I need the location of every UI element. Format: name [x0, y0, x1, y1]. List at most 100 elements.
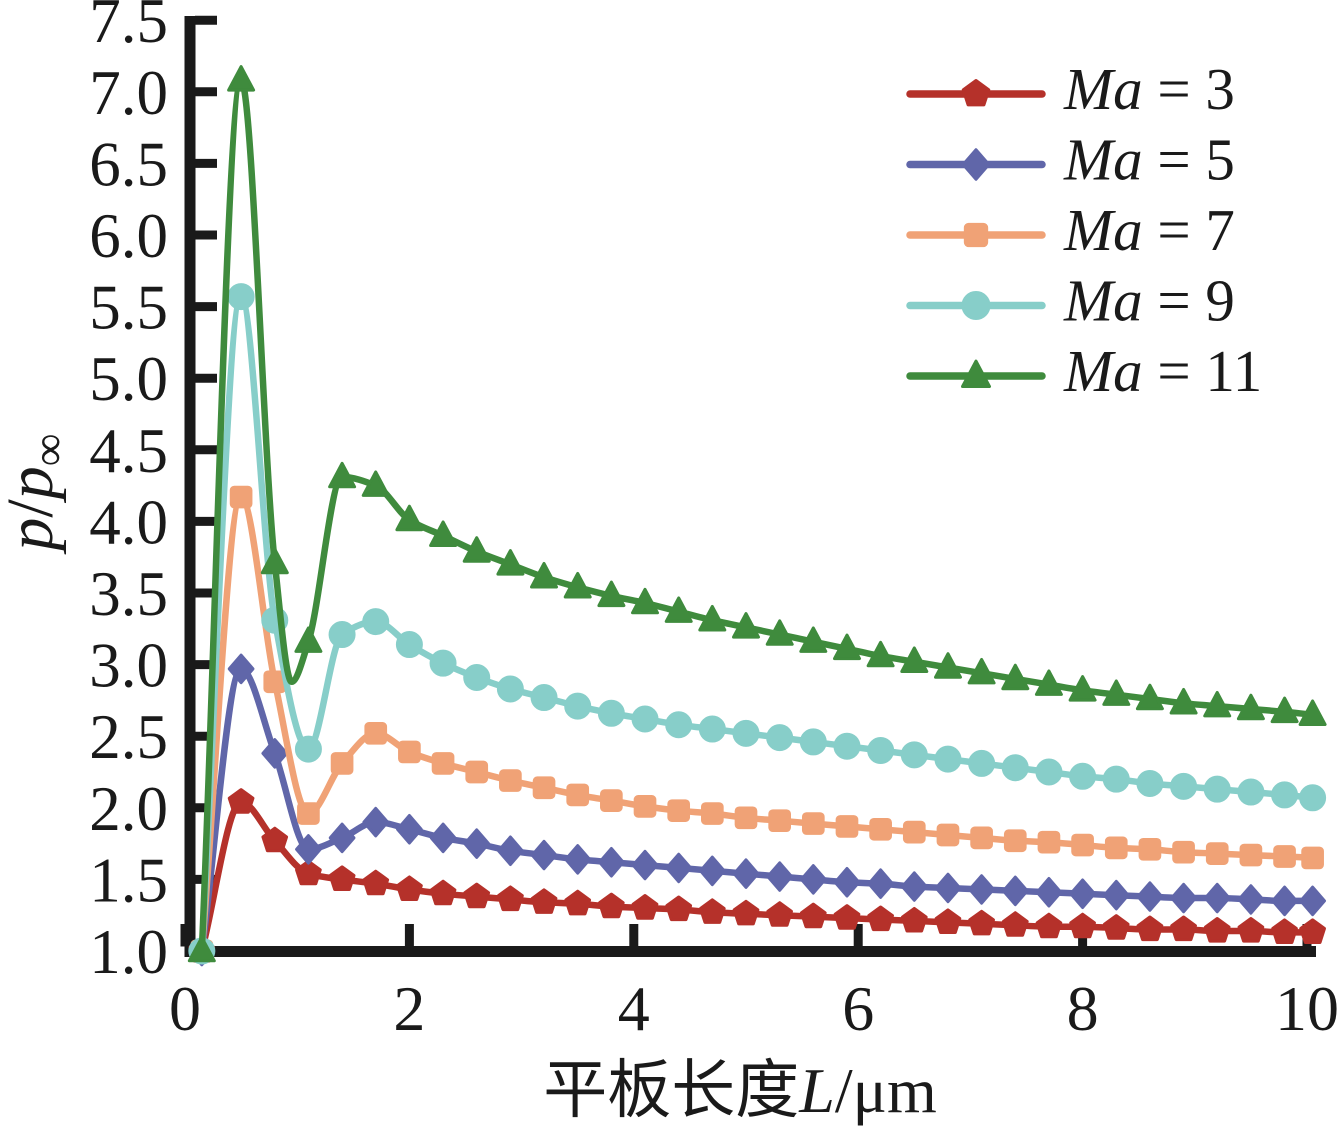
y-tick-label: 1.0: [89, 917, 168, 987]
legend-item-ma-9: Ma = 9: [906, 268, 1235, 334]
triangle-marker: [732, 612, 760, 639]
circle-marker: [968, 749, 996, 777]
series-markers-ma-5: [188, 653, 1326, 967]
square-marker: [600, 789, 623, 812]
pentagon-marker: [766, 901, 793, 927]
pentagon-marker: [1069, 912, 1096, 939]
triangle-marker: [1102, 679, 1131, 706]
y-tick-label: 7.0: [89, 58, 168, 128]
y-tick-label: 3.0: [89, 631, 168, 701]
legend: Ma = 3Ma = 5Ma = 7Ma = 9Ma = 11: [906, 56, 1262, 404]
diamond-marker: [732, 858, 760, 889]
circle-marker: [530, 684, 558, 712]
square-marker: [902, 820, 926, 844]
legend-circle-marker: [961, 291, 991, 320]
square-marker: [801, 812, 825, 835]
circle-marker: [362, 608, 390, 636]
circle-marker: [1203, 775, 1231, 803]
circle-marker: [1035, 758, 1063, 786]
series-markers-ma-11: [187, 65, 1327, 963]
y-axis-title: p/p∞: [0, 433, 74, 554]
square-marker: [398, 740, 421, 764]
circle-marker: [1237, 778, 1265, 806]
series-ma-7: [190, 485, 1324, 963]
square-marker: [1138, 837, 1162, 861]
diamond-marker: [1069, 878, 1096, 909]
diamond-marker: [1035, 877, 1063, 908]
pentagon-marker: [463, 882, 491, 909]
square-marker: [835, 815, 859, 838]
diamond-marker: [934, 872, 962, 904]
square-marker: [1301, 846, 1324, 870]
triangle-marker: [866, 640, 895, 668]
x-tick-label: 6: [842, 973, 874, 1044]
triangle-marker: [227, 65, 256, 92]
series-markers-ma-7: [190, 485, 1324, 963]
triangle-marker: [698, 605, 727, 632]
y-tick-label: 1.5: [89, 845, 168, 915]
pentagon-marker: [1001, 911, 1029, 937]
diamond-marker: [295, 834, 322, 865]
triangle-marker: [1001, 663, 1030, 691]
square-marker: [633, 795, 657, 818]
pentagon-marker: [1271, 918, 1298, 944]
pentagon-marker: [1237, 917, 1265, 943]
x-tick-label: 4: [618, 973, 650, 1044]
circle-marker: [1001, 754, 1029, 782]
x-tick-label: 0: [169, 973, 201, 1044]
diamond-marker: [631, 849, 659, 881]
square-marker: [1037, 830, 1061, 854]
diamond-marker: [1001, 875, 1029, 907]
x-axis-title: 平板长度L/μm: [543, 1055, 936, 1126]
square-marker: [936, 823, 960, 847]
diamond-marker: [1203, 882, 1231, 914]
y-tick-label: 5.0: [89, 344, 168, 414]
pentagon-marker: [328, 865, 356, 891]
y-tick-label: 6.5: [89, 129, 168, 199]
legend-item-ma-11: Ma = 11: [906, 338, 1262, 404]
triangle-marker: [530, 562, 558, 589]
circle-marker: [665, 711, 693, 739]
square-marker: [364, 721, 388, 745]
circle-marker: [867, 737, 895, 765]
triangle-marker: [1135, 683, 1164, 711]
circle-marker: [564, 692, 592, 720]
legend-item-ma-5: Ma = 5: [906, 127, 1235, 193]
legend-label: Ma = 7: [1063, 197, 1235, 263]
series-ma-9: [188, 283, 1327, 965]
circle-marker: [934, 745, 962, 773]
square-marker: [1172, 840, 1195, 864]
square-marker: [1071, 833, 1094, 857]
diamond-marker: [261, 738, 289, 769]
pentagon-marker: [362, 869, 390, 896]
legend-square-marker: [963, 222, 989, 248]
diamond-marker: [867, 868, 894, 899]
y-tick-label: 4.5: [89, 416, 168, 486]
circle-marker: [799, 728, 827, 756]
y-tick-label: 5.5: [89, 273, 168, 343]
circle-marker: [1170, 772, 1198, 800]
triangle-marker: [328, 461, 357, 489]
square-marker: [869, 817, 892, 841]
square-marker: [566, 783, 590, 807]
x-tick-label: 8: [1067, 973, 1099, 1044]
square-marker: [734, 806, 758, 830]
pentagon-marker: [227, 788, 255, 814]
pentagon-marker: [732, 899, 760, 926]
triangle-marker: [967, 657, 996, 685]
series-markers-ma-9: [188, 283, 1327, 965]
pentagon-marker: [564, 889, 592, 916]
pentagon-marker: [900, 906, 928, 933]
square-marker: [667, 799, 691, 823]
x-tick-label: 10: [1275, 973, 1337, 1044]
circle-marker: [227, 283, 255, 311]
circle-marker: [1136, 769, 1164, 797]
legend-label: Ma = 3: [1063, 56, 1235, 122]
circle-marker: [597, 699, 625, 727]
pentagon-marker: [665, 895, 693, 922]
triangle-marker: [833, 633, 861, 661]
diamond-marker: [564, 844, 592, 875]
pentagon-marker: [799, 902, 827, 929]
pentagon-marker: [1035, 912, 1063, 939]
